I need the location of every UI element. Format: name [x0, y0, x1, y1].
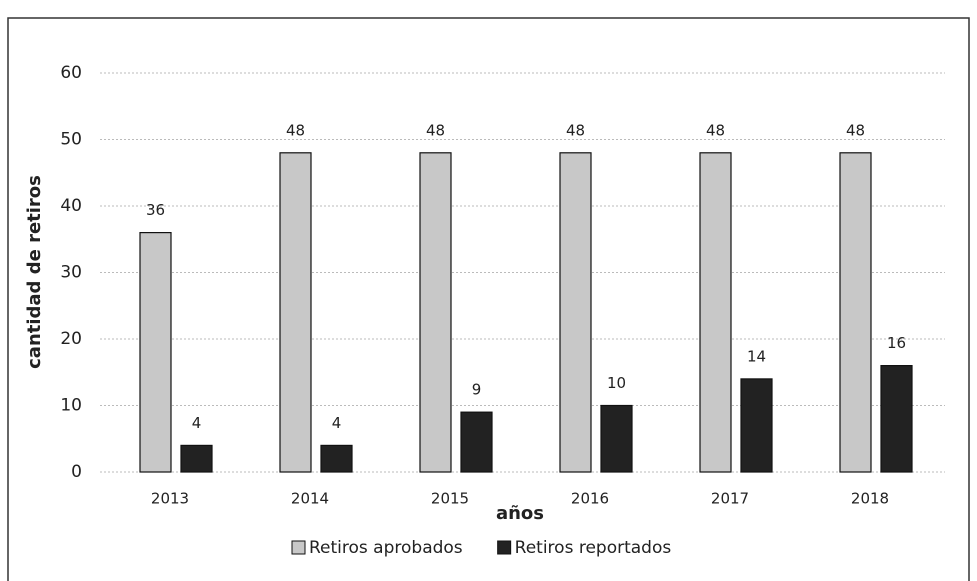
bar	[839, 152, 872, 473]
y-tick-label: 0	[71, 462, 82, 482]
data-label: 48	[566, 121, 585, 139]
data-label: 48	[846, 121, 865, 139]
data-label: 48	[426, 121, 445, 139]
legend-label: Retiros aprobados	[309, 538, 463, 558]
x-tick-label: 2014	[291, 490, 329, 508]
x-tick-label: 2018	[851, 490, 889, 508]
data-label: 9	[472, 381, 482, 399]
data-label: 48	[706, 121, 725, 139]
y-tick-label: 20	[60, 329, 82, 349]
bar	[740, 378, 773, 473]
data-label: 36	[146, 201, 165, 219]
bar	[699, 152, 732, 473]
y-axis-label: cantidad de retiros	[24, 175, 45, 369]
data-label: 4	[192, 414, 202, 432]
data-label: 10	[607, 374, 626, 392]
data-label: 16	[887, 334, 906, 352]
y-tick-label: 50	[60, 130, 82, 150]
bar	[600, 404, 633, 473]
data-label: 14	[747, 347, 766, 365]
legend-swatch	[497, 540, 512, 555]
y-tick-label: 40	[60, 196, 82, 216]
x-tick-label: 2017	[711, 490, 749, 508]
bar	[880, 365, 913, 473]
bar	[180, 444, 213, 473]
x-tick-label: 2013	[151, 490, 189, 508]
x-tick-label: 2015	[431, 490, 469, 508]
data-label: 4	[332, 414, 342, 432]
x-axis-label: años	[496, 503, 544, 524]
x-tick-label: 2016	[571, 490, 609, 508]
bar	[559, 152, 592, 473]
bar	[279, 152, 312, 473]
bar	[320, 444, 353, 473]
legend-label: Retiros reportados	[515, 538, 672, 558]
y-tick-label: 10	[60, 396, 82, 416]
legend-swatch	[291, 540, 306, 555]
y-tick-label: 30	[60, 263, 82, 283]
bar	[139, 232, 172, 473]
data-label: 48	[286, 121, 305, 139]
bar	[419, 152, 452, 473]
bar	[460, 411, 493, 473]
y-tick-label: 60	[60, 63, 82, 83]
